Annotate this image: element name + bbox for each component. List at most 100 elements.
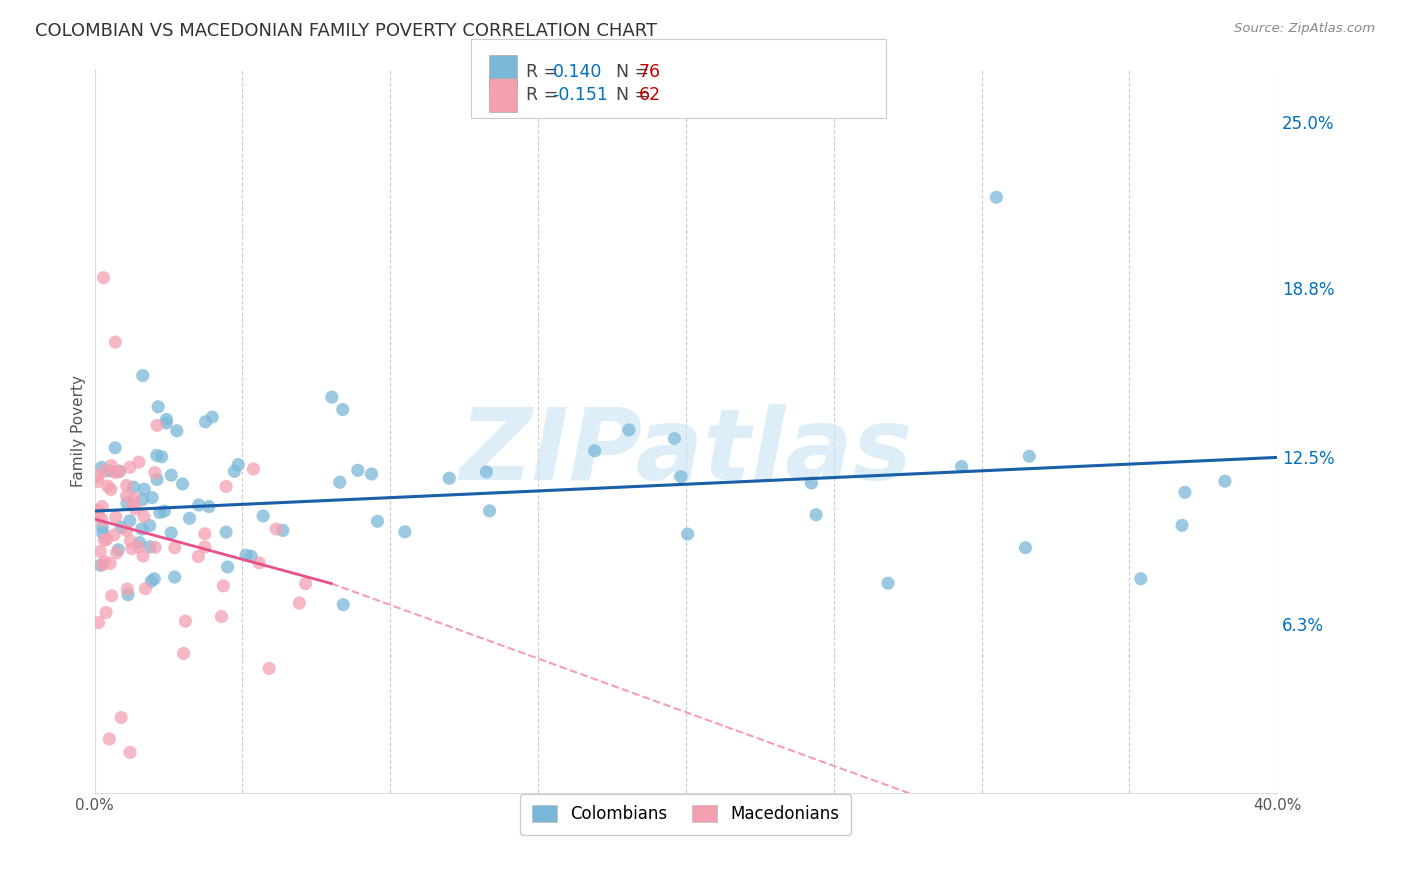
Point (110, 710, 132, 724)
Point (98, 557, 121, 571)
Point (141, 574, 163, 589)
Point (139, 540, 162, 554)
Point (179, 511, 201, 525)
Point (187, 549, 209, 564)
Point (583, 443, 606, 458)
Point (215, 525, 238, 540)
Point (669, 469, 692, 483)
Point (617, 423, 640, 437)
Point (104, 466, 127, 480)
Point (93, 533, 115, 548)
Point (87, 475, 110, 489)
Point (332, 598, 354, 612)
Point (172, 477, 194, 491)
Point (115, 478, 138, 492)
Point (257, 661, 280, 675)
Point (288, 596, 311, 610)
Point (1213, 474, 1236, 488)
Point (247, 556, 270, 570)
Point (132, 509, 155, 524)
Point (100, 483, 122, 497)
Legend: Colombians, Macedonians: Colombians, Macedonians (520, 794, 852, 835)
Point (986, 190, 1008, 204)
Point (332, 402, 354, 417)
Text: N =: N = (605, 87, 654, 104)
Point (124, 502, 146, 516)
Point (198, 500, 221, 514)
Text: N =: N = (605, 63, 654, 81)
Point (141, 491, 163, 505)
Point (475, 465, 498, 479)
Point (138, 518, 160, 533)
Point (91, 513, 114, 527)
Text: 76: 76 (638, 63, 661, 81)
Point (146, 418, 169, 433)
Point (87, 508, 110, 522)
Point (104, 334, 127, 349)
Point (91, 558, 114, 572)
Point (217, 560, 239, 574)
Point (97, 479, 120, 493)
Point (166, 424, 188, 438)
Point (211, 609, 233, 624)
Point (224, 464, 246, 478)
Point (104, 510, 127, 524)
Point (439, 471, 461, 485)
Point (107, 542, 129, 557)
Point (294, 576, 316, 591)
Point (100, 589, 122, 603)
Point (143, 466, 166, 480)
Point (1014, 541, 1036, 555)
Point (91, 526, 114, 541)
Point (98, 464, 121, 478)
Point (194, 540, 217, 554)
Point (329, 475, 352, 490)
Point (366, 514, 388, 528)
Point (90, 460, 112, 475)
Point (93, 555, 115, 569)
Point (93, 464, 115, 478)
Point (155, 416, 177, 430)
Point (173, 647, 195, 661)
Point (93, 270, 115, 285)
Point (108, 464, 131, 478)
Point (346, 463, 368, 477)
Point (394, 524, 416, 539)
Point (271, 524, 294, 538)
Point (235, 548, 257, 562)
Point (252, 508, 274, 523)
Point (115, 524, 138, 538)
Point (89, 558, 111, 573)
Point (877, 576, 900, 591)
Point (128, 535, 150, 549)
Point (108, 464, 131, 478)
Point (131, 492, 153, 507)
Point (174, 614, 197, 628)
Point (146, 400, 169, 414)
Point (118, 514, 141, 528)
Y-axis label: Family Poverty: Family Poverty (72, 375, 86, 487)
Point (804, 508, 827, 522)
Point (122, 491, 145, 505)
Point (94, 606, 117, 620)
Point (240, 549, 263, 564)
Point (96, 533, 118, 547)
Point (134, 482, 156, 496)
Text: 62: 62 (638, 87, 661, 104)
Point (115, 489, 138, 503)
Point (103, 528, 125, 542)
Point (131, 522, 153, 536)
Point (194, 526, 217, 541)
Point (115, 496, 138, 510)
Point (117, 582, 139, 596)
Point (242, 462, 264, 476)
Point (132, 549, 155, 563)
Point (950, 459, 973, 474)
Point (1018, 450, 1040, 464)
Point (105, 546, 128, 560)
Point (187, 498, 209, 512)
Text: Source: ZipAtlas.com: Source: ZipAtlas.com (1234, 22, 1375, 36)
Point (1171, 518, 1194, 533)
Point (194, 415, 217, 429)
Text: R =: R = (526, 63, 564, 81)
